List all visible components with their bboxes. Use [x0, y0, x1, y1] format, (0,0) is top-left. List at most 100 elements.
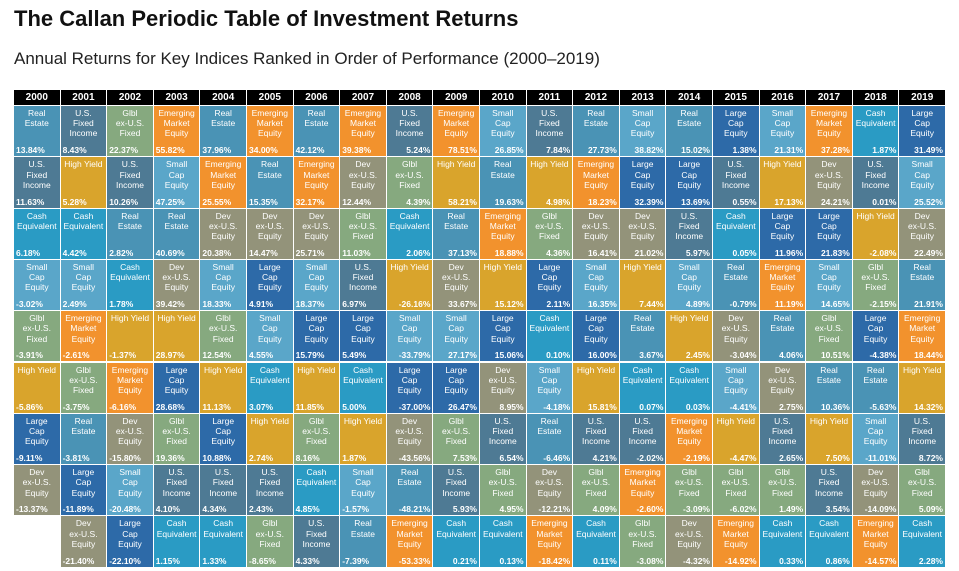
- return-value: 2.82%: [109, 247, 134, 258]
- asset-class-label: Emerging Market Equity: [437, 108, 475, 139]
- return-cell: Large Cap Equity -9.11%: [14, 413, 60, 465]
- asset-class-label: Dev ex-U.S. Equity: [22, 467, 51, 498]
- return-cell: Real Estate 27.73%: [573, 106, 619, 157]
- asset-class-label: Dev ex-U.S. Equity: [162, 261, 191, 293]
- asset-class-label: Dev ex-U.S. Equity: [302, 210, 331, 241]
- return-cell: Cash Equivalent 1.33%: [200, 516, 246, 567]
- return-cell: Glbl ex-U.S. Fixed -8.65%: [247, 516, 293, 567]
- return-cell: Dev ex-U.S. Equity 16.41%: [573, 208, 619, 259]
- return-value: -4.47%: [729, 453, 757, 464]
- return-value: -22.10%: [109, 555, 141, 566]
- return-value: -43.56%: [398, 453, 431, 464]
- return-cell: Emerging Market Equity 18.44%: [899, 311, 945, 362]
- asset-class-label: Glbl ex-U.S. Fixed: [442, 415, 471, 447]
- asset-class-label: Dev ex-U.S. Equity: [675, 518, 704, 549]
- return-cell: High Yield 58.21%: [433, 157, 479, 208]
- asset-class-label: Cash Equivalent: [809, 518, 849, 539]
- asset-class-label: U.S. Fixed Income: [861, 159, 890, 190]
- year-header: 2002: [107, 90, 153, 105]
- return-cell: U.S. Fixed Income 5.24%: [386, 106, 433, 157]
- asset-class-label: Cash Equivalent: [902, 518, 943, 539]
- return-value: 3.54%: [825, 504, 850, 515]
- return-cell: Small Cap Equity 2.49%: [60, 259, 107, 311]
- year-header: 2017: [806, 90, 852, 105]
- return-value: 4.36%: [546, 247, 571, 258]
- asset-class-label: Dev ex-U.S. Equity: [348, 159, 378, 190]
- asset-class-label: Small Cap Equity: [677, 261, 701, 293]
- return-cell: U.S. Fixed Income 8.72%: [899, 413, 945, 465]
- asset-class-label: High Yield: [530, 159, 569, 170]
- asset-class-label: Dev ex-U.S. Equity: [908, 210, 937, 241]
- return-cell: U.S. Fixed Income 2.43%: [247, 465, 293, 516]
- asset-class-label: Glbl ex-U.S. Fixed: [535, 210, 564, 241]
- asset-class-label: Glbl ex-U.S. Fixed: [628, 518, 657, 549]
- return-cell: Large Cap Equity 31.49%: [899, 106, 945, 157]
- asset-class-label: Real Estate: [863, 364, 888, 385]
- return-value: 2.75%: [779, 401, 804, 412]
- return-value: 11.03%: [342, 247, 371, 258]
- return-value: 6.54%: [499, 453, 524, 464]
- return-cell: U.S. Fixed Income 8.43%: [60, 106, 107, 157]
- asset-class-label: Glbl ex-U.S. Fixed: [721, 467, 750, 498]
- return-value: 27.17%: [448, 350, 477, 361]
- return-value: 42.12%: [295, 145, 325, 156]
- year-header: 2001: [60, 90, 107, 105]
- return-cell: Small Cap Equity 27.17%: [433, 311, 479, 362]
- return-value: -33.79%: [398, 350, 431, 361]
- return-cell: High Yield 4.98%: [526, 157, 573, 208]
- asset-class-label: Small Cap Equity: [537, 364, 562, 395]
- year-header: 2004: [200, 90, 246, 105]
- return-value: 2.43%: [249, 504, 274, 515]
- return-cell: Emerging Market Equity 37.28%: [806, 106, 852, 157]
- return-value: 19.63%: [494, 196, 524, 207]
- return-cell: Emerging Market Equity 18.23%: [573, 157, 619, 208]
- return-cell: Real Estate 10.36%: [806, 362, 852, 413]
- asset-class-label: Cash Equivalent: [110, 261, 150, 283]
- asset-class-label: Large Cap Equity: [584, 313, 608, 344]
- asset-class-label: Large Cap Equity: [118, 518, 142, 549]
- asset-class-label: Large Cap Equity: [490, 313, 515, 344]
- return-value: 14.32%: [914, 401, 943, 412]
- return-cell: Large Cap Equity 10.88%: [200, 413, 246, 465]
- return-cell: Large Cap Equity 5.49%: [340, 311, 386, 362]
- asset-class-label: Large Cap Equity: [24, 415, 49, 447]
- return-cell: Emerging Market Equity 18.88%: [480, 208, 526, 259]
- asset-class-label: Real Estate: [24, 108, 49, 129]
- return-cell: Real Estate 15.35%: [247, 157, 293, 208]
- asset-class-label: U.S. Fixed Income: [908, 415, 937, 447]
- year-header: 2008: [386, 90, 433, 105]
- asset-class-label: High Yield: [250, 415, 289, 426]
- return-cell: U.S. Fixed Income 6.97%: [340, 259, 386, 311]
- return-value: -1.37%: [109, 350, 137, 361]
- return-value: 55.82%: [155, 145, 185, 156]
- return-value: 1.15%: [155, 555, 180, 566]
- asset-class-label: High Yield: [623, 261, 662, 272]
- return-value: 24.21%: [820, 196, 850, 207]
- return-cell: Dev ex-U.S. Equity -3.04%: [713, 311, 759, 362]
- return-cell: U.S. Fixed Income 7.84%: [526, 106, 573, 157]
- asset-class-label: Large Cap Equity: [817, 210, 841, 241]
- asset-class-label: Real Estate: [490, 159, 515, 180]
- return-value: 11.85%: [295, 401, 324, 412]
- asset-class-label: Large Cap Equity: [351, 313, 375, 344]
- return-value: -5.86%: [16, 401, 43, 412]
- asset-class-label: Glbl ex-U.S. Fixed: [255, 518, 284, 549]
- asset-class-label: Real Estate: [816, 364, 842, 385]
- asset-class-label: Large Cap Equity: [677, 159, 701, 190]
- return-cell: Small Cap Equity 38.82%: [619, 106, 666, 157]
- return-cell: U.S. Fixed Income 10.26%: [107, 157, 153, 208]
- return-cell: Small Cap Equity -4.18%: [526, 362, 573, 413]
- return-value: 2.49%: [62, 299, 87, 310]
- return-value: 11.13%: [202, 401, 231, 412]
- return-value: 0.03%: [685, 401, 710, 412]
- asset-class-label: Real Estate: [117, 210, 143, 231]
- return-cell: Dev ex-U.S. Equity 21.02%: [619, 208, 666, 259]
- asset-class-label: Glbl ex-U.S. Fixed: [209, 313, 238, 344]
- return-value: 12.54%: [202, 350, 232, 361]
- return-value: -3.04%: [729, 350, 757, 361]
- asset-class-label: Cash Equivalent: [715, 210, 756, 231]
- asset-class-label: High Yield: [763, 159, 802, 170]
- asset-class-label: Emerging Market Equity: [903, 313, 941, 344]
- asset-class-label: U.S. Fixed Income: [628, 415, 657, 447]
- return-cell: Glbl ex-U.S. Fixed 12.54%: [200, 311, 246, 362]
